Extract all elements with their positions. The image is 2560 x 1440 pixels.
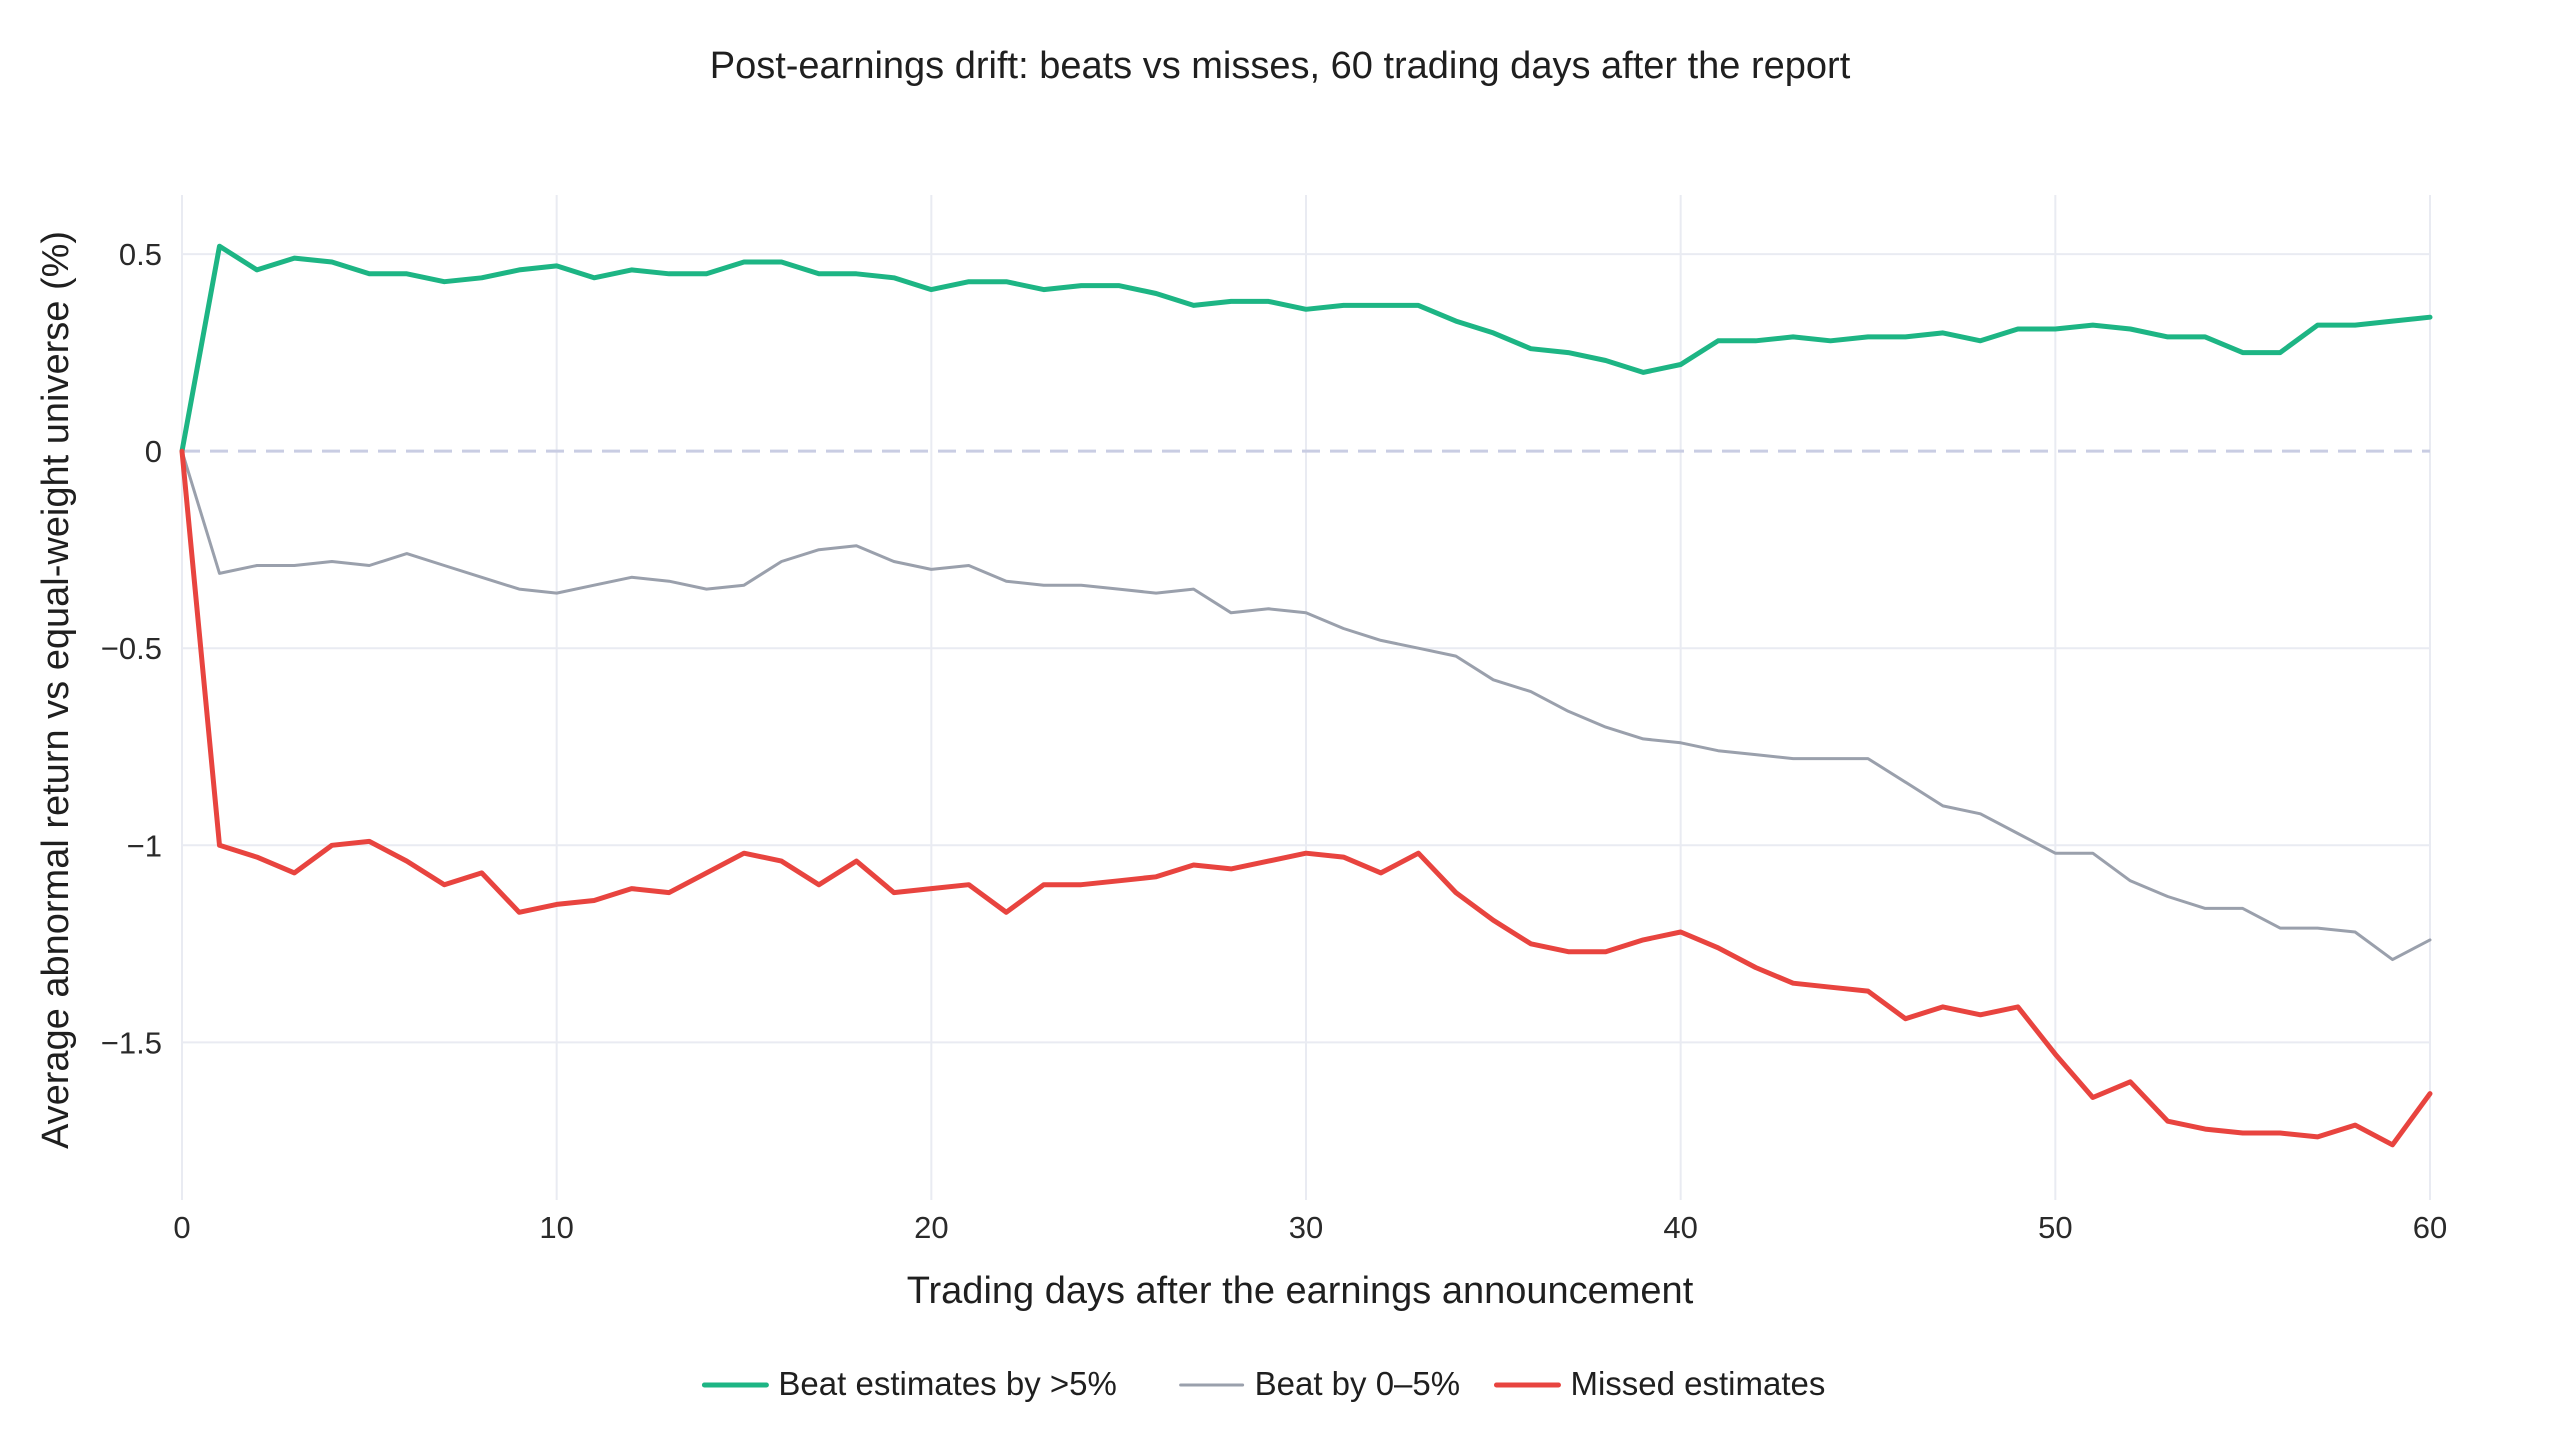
y-tick-label: −0.5 <box>101 631 162 666</box>
legend-label-2: Beat by 0–5% <box>1255 1365 1460 1402</box>
x-tick-label: 20 <box>914 1210 948 1245</box>
x-tick-label: 50 <box>2038 1210 2072 1245</box>
series-line-2 <box>180 449 2432 962</box>
y-axis-ticks: 0.5 0 −0.5 −1 −1.5 <box>101 237 162 1060</box>
legend-label-1: Beat estimates by >5% <box>778 1365 1116 1402</box>
x-axis-title: Trading days after the earnings announce… <box>907 1270 1694 1312</box>
series-line-1 <box>179 243 2433 454</box>
legend: Beat estimates by >5% Beat by 0–5% Missed … <box>701 1365 1825 1402</box>
x-tick-label: 40 <box>1663 1210 1697 1245</box>
x-tick-label: 0 <box>173 1210 190 1245</box>
series-lines <box>179 243 2433 1148</box>
y-tick-label: −1 <box>127 828 162 863</box>
x-tick-label: 60 <box>2413 1210 2447 1245</box>
legend-label-3: Missed estimates <box>1570 1365 1825 1402</box>
chart-title: Post-earnings drift: beats vs misses, 60… <box>710 45 1851 87</box>
x-axis-ticks: 0 10 20 30 40 50 60 <box>173 1210 2447 1245</box>
x-tick-label: 10 <box>539 1210 573 1245</box>
grid <box>181 195 2431 1200</box>
y-tick-label: −1.5 <box>101 1025 162 1060</box>
y-tick-label: 0 <box>145 434 162 469</box>
y-tick-label: 0.5 <box>119 237 162 272</box>
x-tick-label: 30 <box>1289 1210 1323 1245</box>
y-axis-title: Average abnormal return vs equal-weight … <box>35 231 77 1149</box>
series-line-3 <box>179 448 2433 1148</box>
